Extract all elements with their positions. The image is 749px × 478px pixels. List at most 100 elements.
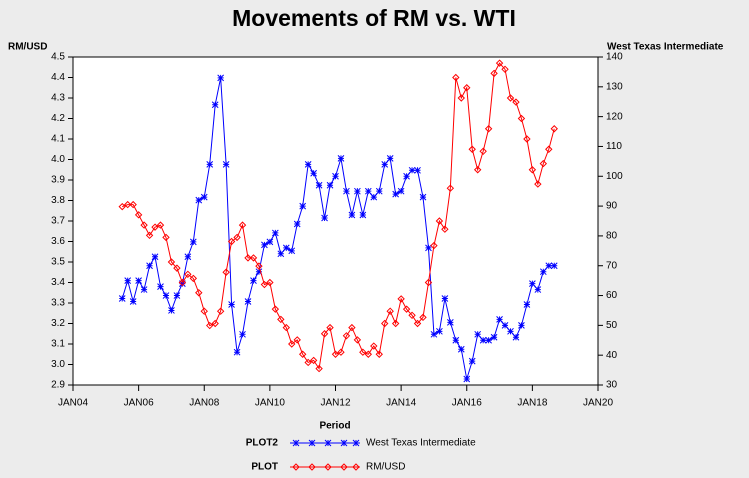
data-point <box>321 214 328 222</box>
y2-tick-label: 50 <box>606 320 618 331</box>
y-tick-label: 3.8 <box>51 195 65 206</box>
data-point <box>474 330 482 338</box>
data-point <box>206 160 214 168</box>
data-point <box>402 305 411 313</box>
legend-marker <box>340 463 348 471</box>
data-point <box>206 321 214 330</box>
data-point <box>298 350 307 358</box>
legend-marker <box>340 439 348 447</box>
data-point <box>239 330 246 338</box>
data-point <box>216 307 225 315</box>
data-point <box>501 322 509 329</box>
data-point <box>255 262 263 270</box>
data-point <box>211 101 219 109</box>
data-point <box>545 145 553 153</box>
data-point <box>359 348 367 356</box>
data-point <box>479 147 487 156</box>
data-point <box>403 172 410 180</box>
data-point <box>271 305 280 313</box>
data-point <box>222 160 230 168</box>
x-tick-label: JAN18 <box>517 398 547 409</box>
x-tick-label: JAN14 <box>386 398 416 409</box>
y2-tick-label: 130 <box>606 81 623 92</box>
data-point <box>238 221 247 229</box>
data-point <box>315 364 323 373</box>
data-point <box>332 172 339 180</box>
data-point <box>370 342 378 350</box>
data-point <box>463 375 471 383</box>
legend-marker <box>352 439 360 447</box>
data-point <box>145 231 154 240</box>
data-point <box>517 114 526 123</box>
data-point <box>146 262 153 270</box>
data-point <box>490 69 498 78</box>
data-point <box>260 280 269 289</box>
data-point <box>134 211 143 219</box>
x-tick-label: JAN12 <box>320 398 350 409</box>
data-point <box>512 333 520 341</box>
plot-area <box>72 56 599 386</box>
data-point <box>118 202 126 211</box>
data-point <box>184 253 192 261</box>
data-point <box>277 315 285 324</box>
data-point <box>151 253 159 261</box>
data-point <box>430 330 438 338</box>
data-point <box>211 319 219 328</box>
data-point <box>539 268 547 276</box>
y2-tick-label: 120 <box>606 111 623 122</box>
data-point <box>250 277 257 284</box>
data-point <box>419 313 427 322</box>
data-point <box>534 180 542 188</box>
data-point <box>140 221 148 229</box>
legend-group: PLOT <box>251 462 278 473</box>
chart-title: Movements of RM vs. WTI <box>232 5 516 31</box>
y2-tick-label: 80 <box>606 231 618 242</box>
data-point <box>288 247 296 255</box>
data-point <box>381 160 389 168</box>
data-point <box>309 356 318 365</box>
data-point <box>507 327 514 335</box>
data-point <box>162 292 170 299</box>
data-point <box>452 336 460 344</box>
data-point <box>140 286 148 293</box>
data-point <box>304 358 312 367</box>
y-tick-label: 4.1 <box>51 134 65 145</box>
legend-marker <box>292 439 300 447</box>
y2-axis-label: West Texas Intermediate <box>607 42 724 53</box>
y-axis-label: RM/USD <box>8 42 47 53</box>
data-point <box>391 319 400 328</box>
data-point <box>299 202 307 210</box>
data-point <box>468 145 476 153</box>
y-tick-label: 2.9 <box>51 380 65 391</box>
data-point <box>200 193 208 201</box>
data-point <box>479 336 487 344</box>
data-point <box>441 225 449 233</box>
data-point <box>523 301 531 308</box>
data-point <box>452 73 460 82</box>
y-tick-label: 3.0 <box>51 359 65 370</box>
y-tick-label: 4.3 <box>51 93 65 104</box>
data-point <box>184 270 192 279</box>
data-point <box>446 184 455 192</box>
data-point <box>320 330 329 338</box>
data-point <box>381 319 389 328</box>
data-point <box>506 94 515 102</box>
data-point <box>490 333 498 341</box>
y2-tick-label: 40 <box>606 350 618 361</box>
data-point <box>501 65 509 74</box>
data-point <box>315 181 323 189</box>
y-tick-label: 3.6 <box>51 236 65 247</box>
data-point <box>484 125 493 133</box>
data-point <box>550 125 558 133</box>
data-point <box>310 169 317 177</box>
x-tick-label: JAN06 <box>124 398 154 409</box>
data-point <box>266 278 274 287</box>
x-tick-label: JAN16 <box>452 398 482 409</box>
data-point <box>528 166 537 174</box>
y-tick-label: 3.4 <box>51 277 65 288</box>
data-point <box>304 160 312 168</box>
x-tick-label: JAN10 <box>255 398 285 409</box>
data-point <box>337 348 345 356</box>
y2-tick-label: 100 <box>606 171 623 182</box>
